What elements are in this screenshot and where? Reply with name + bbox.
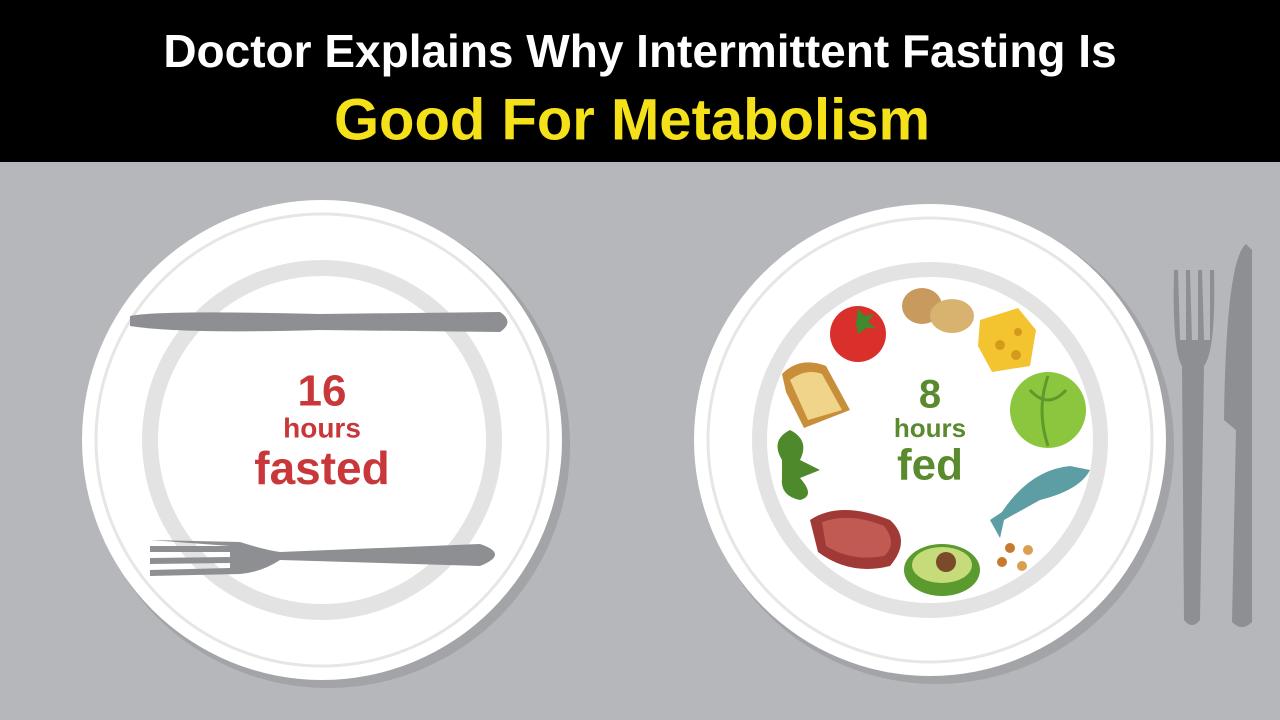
fast-hours-unit: hours — [283, 412, 361, 443]
header-bar — [0, 0, 1280, 162]
fork — [150, 540, 495, 576]
right-fork — [1173, 270, 1215, 625]
fast-hours-number: 16 — [298, 367, 347, 416]
knife — [130, 312, 508, 332]
fed-hours-unit: hours — [894, 413, 966, 443]
fed-hours-number: 8 — [919, 373, 941, 417]
title-line2: Good For Metabolism — [334, 87, 930, 152]
fast-label: fasted — [254, 442, 389, 494]
fed-label: fed — [897, 441, 963, 490]
right-knife — [1224, 244, 1252, 627]
food-items — [777, 288, 1090, 596]
title-line1: Doctor Explains Why Intermittent Fasting… — [163, 25, 1116, 77]
